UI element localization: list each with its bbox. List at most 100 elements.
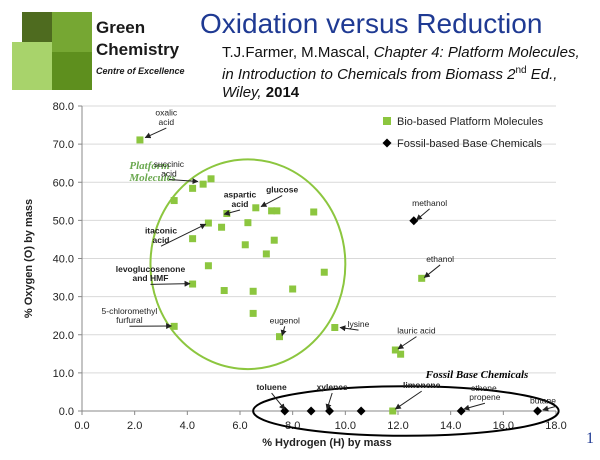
axis-layer: 0.0 10.0 20.0 30.0 40.0 50.0 60.0 70.0 80.0 0.0 2.… — [23, 101, 567, 449]
legend: Bio-based Platform Molecules Fossil-based… — [382, 116, 544, 150]
annotation-arrow — [394, 390, 422, 410]
series-layer — [136, 136, 543, 416]
annotation-label: toluene — [256, 382, 286, 392]
bio-based-point — [189, 235, 197, 243]
annotation-arrow — [271, 392, 286, 410]
annotation-label: eugenol — [270, 315, 300, 325]
y-tick-label: 80.0 — [53, 101, 74, 113]
brand-centre: Centre of Excellence — [96, 66, 185, 76]
x-tick-label: 10.0 — [335, 420, 356, 432]
fossil-based-point — [356, 406, 366, 416]
annotation-label: ethene, propene — [469, 383, 500, 402]
bio-based-point — [391, 346, 399, 354]
grid-layer — [82, 105, 556, 412]
annotation-arrow — [423, 264, 441, 278]
legend-marker-bio — [383, 117, 391, 125]
bio-based-point — [270, 236, 278, 244]
annotation-arrow — [144, 127, 167, 139]
bio-based-point — [320, 268, 328, 276]
legend-marker-fossil — [382, 138, 392, 148]
bio-based-point — [204, 262, 212, 270]
slide-title: Oxidation versus Reduction — [200, 8, 543, 39]
citation-authors: T.J.Farmer, M.Mascal, — [222, 44, 374, 61]
annotation-arrow — [160, 223, 207, 247]
platform-molecules-ellipse — [149, 158, 347, 371]
bio-based-point — [273, 207, 281, 215]
x-tick-label: 18.0 — [545, 420, 566, 432]
annotation-label: butane — [530, 395, 556, 405]
bio-based-point — [331, 324, 339, 332]
x-tick-label: 12.0 — [387, 420, 408, 432]
annotation-arrow — [168, 178, 199, 185]
legend-label: Bio-based Platform Molecules — [397, 116, 544, 128]
legend-label: Fossil-based Base Chemicals — [397, 138, 542, 150]
slide-number: 1 — [586, 430, 594, 447]
bio-based-point — [418, 274, 426, 282]
fossil-based-point — [306, 406, 316, 416]
bio-based-point — [276, 333, 283, 341]
brand-chemistry: Chemistry — [96, 40, 180, 59]
annotation-arrow — [542, 405, 557, 412]
citation-sup: nd — [515, 65, 527, 76]
y-tick-label: 60.0 — [53, 177, 74, 189]
annotation-label: xylenes — [317, 382, 348, 392]
fossil-based-point — [533, 406, 543, 416]
bio-based-point — [310, 208, 318, 216]
bio-based-point — [244, 219, 252, 227]
y-tick-label: 50.0 — [53, 215, 74, 227]
annotation-arrow — [397, 336, 417, 350]
bio-based-point — [204, 219, 212, 227]
y-tick-label: 70.0 — [53, 139, 74, 151]
bio-based-point — [397, 350, 405, 358]
y-tick-label: 20.0 — [53, 330, 74, 342]
bio-based-point — [170, 322, 178, 330]
annotation-label: itaconic acid — [145, 226, 177, 245]
bio-based-point — [249, 287, 257, 295]
bio-based-point — [136, 136, 144, 144]
bio-based-point — [289, 285, 297, 293]
bio-based-point — [170, 197, 178, 205]
bio-based-point — [189, 280, 197, 288]
fossil-base-chemicals-label: Fossil Base Chemicals — [425, 369, 529, 381]
y-tick-label: 10.0 — [53, 368, 74, 380]
annotation-arrow — [325, 392, 333, 411]
logo-square-mid — [52, 12, 92, 52]
logo-square-green — [52, 52, 92, 90]
x-tick-label: 2.0 — [127, 420, 142, 432]
annotation-layer: Platform Molecules Fossil Base Chemicals ox… — [102, 108, 557, 412]
annotation-arrow — [223, 209, 241, 216]
bio-based-point — [389, 407, 397, 415]
bio-based-point — [218, 223, 226, 231]
bio-based-point — [249, 309, 257, 317]
citation-edition: Ed., Wiley, — [222, 66, 558, 101]
y-axis-label: % Oxygen (O) by mass — [23, 199, 35, 318]
annotation-arrow — [339, 325, 359, 332]
annotation-label: lauric acid — [397, 326, 436, 336]
fossil-based-point — [456, 406, 466, 416]
citation-book: Chapter 4: Platform Molecules, in Introd… — [222, 44, 580, 83]
annotation-arrow — [260, 195, 283, 208]
bio-based-point — [262, 250, 270, 258]
annotation-label: succinic acid — [154, 159, 185, 178]
annotation-label: limonene — [403, 380, 441, 390]
fossil-based-point — [325, 406, 335, 416]
annotation-label: oxalic acid — [155, 108, 177, 127]
bio-based-point — [252, 204, 260, 212]
x-tick-label: 4.0 — [180, 420, 195, 432]
x-tick-label: 0.0 — [74, 420, 89, 432]
x-axis-label: % Hydrogen (H) by mass — [262, 437, 392, 449]
annotation-label: ethanol — [426, 254, 454, 264]
bio-based-point — [268, 207, 276, 215]
annotation-label: aspartic acid — [224, 190, 257, 209]
logo-square-light — [12, 42, 52, 90]
bio-based-point — [241, 241, 249, 249]
annotation-label: glucose — [266, 185, 298, 195]
logo-square-dark — [22, 12, 52, 42]
y-tick-label: 30.0 — [53, 292, 74, 304]
bio-based-point — [207, 175, 215, 183]
annotation-arrow — [463, 402, 486, 411]
platform-molecules-label: Platform Molecules — [128, 160, 175, 184]
y-tick-label: 40.0 — [53, 254, 74, 266]
annotation-label: lysine — [348, 319, 370, 329]
